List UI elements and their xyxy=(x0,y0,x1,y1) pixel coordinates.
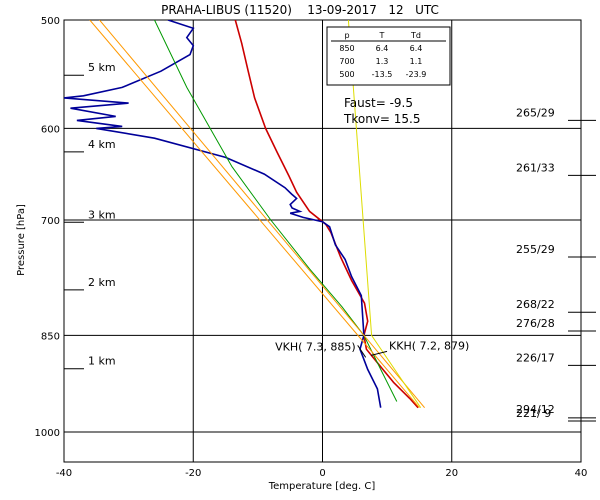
wind-label: 294/12 xyxy=(516,403,555,416)
x-tick-label: 0 xyxy=(319,468,325,479)
wind-label: 255/29 xyxy=(516,243,555,256)
table-header: p xyxy=(344,31,349,40)
x-tick-label: -40 xyxy=(56,468,72,479)
y-tick-label: 600 xyxy=(41,124,60,135)
x-axis-label: Temperature [deg. C] xyxy=(268,481,376,492)
wind-label: 261/33 xyxy=(516,161,555,174)
wind-label: 226/17 xyxy=(516,351,555,364)
y-axis-label: Pressure [hPa] xyxy=(16,204,27,276)
y-tick-label: 1000 xyxy=(35,428,60,439)
table-cell: 6.4 xyxy=(410,44,423,53)
x-tick-label: 40 xyxy=(575,468,588,479)
table-cell: 850 xyxy=(339,44,354,53)
dry-adiabat-line xyxy=(99,20,425,409)
annotation-leader xyxy=(370,350,388,356)
series-group xyxy=(64,20,425,409)
height-label: 5 km xyxy=(88,61,116,74)
wind-label: 221/ 9 xyxy=(516,407,551,420)
height-label: 3 km xyxy=(88,208,116,221)
table-cell: 500 xyxy=(339,70,354,79)
table-header: Td xyxy=(410,31,421,40)
table-cell: 700 xyxy=(339,57,354,66)
table-header: T xyxy=(379,31,385,40)
height-label: 4 km xyxy=(88,138,116,151)
wind-label: 268/22 xyxy=(516,298,555,311)
info-table-frame xyxy=(326,26,451,86)
info-table: p T Td 850 6.4 6.4 700 1.3 1.1 500 -13.5 -23.9 xyxy=(326,26,451,86)
stability-index: Faust= -9.5 xyxy=(344,96,413,110)
height-label: 1 km xyxy=(88,355,116,368)
annotation-label: KKH( 7.2, 879) xyxy=(389,339,469,352)
wind-label: 265/29 xyxy=(516,106,555,119)
dry-adiabat-line xyxy=(89,20,420,409)
moist-adiabat-line xyxy=(154,20,398,402)
y-tick-label: 500 xyxy=(41,16,60,27)
y-tick-label: 850 xyxy=(41,331,60,342)
wind-label: 276/28 xyxy=(516,317,555,330)
chart-title: PRAHA-LIBUS (11520) 13-09-2017 12 UTC xyxy=(161,3,439,17)
annotations: VKH( 7.3, 885) KKH( 7.2, 879) xyxy=(275,339,469,358)
height-label: 2 km xyxy=(88,276,116,289)
stability-indices: Faust= -9.5 Tkonv= 15.5 xyxy=(343,96,421,126)
annotation-label: VKH( 7.3, 885) xyxy=(275,340,356,353)
table-cell: 1.1 xyxy=(410,57,423,66)
x-tick-label: -20 xyxy=(185,468,201,479)
annotation-leader xyxy=(357,345,367,358)
table-cell: 1.3 xyxy=(376,57,389,66)
stability-index: Tkonv= 15.5 xyxy=(343,112,421,126)
table-cell: -23.9 xyxy=(406,70,427,79)
table-cell: 6.4 xyxy=(376,44,389,53)
tick-labels: -40 -20 0 20 40 500 600 700 850 1000 xyxy=(35,16,588,479)
height-labels: 5 km 4 km 3 km 2 km 1 km xyxy=(64,61,116,370)
grid-lines xyxy=(64,20,581,462)
dewpoint-line xyxy=(64,20,382,408)
convective-line xyxy=(347,20,422,408)
x-tick-label: 20 xyxy=(445,468,458,479)
wind-labels: 265/29 261/33 255/29 268/22 276/28 226/17 294/… xyxy=(516,106,596,422)
y-tick-label: 700 xyxy=(41,216,60,227)
table-cell: -13.5 xyxy=(372,70,393,79)
